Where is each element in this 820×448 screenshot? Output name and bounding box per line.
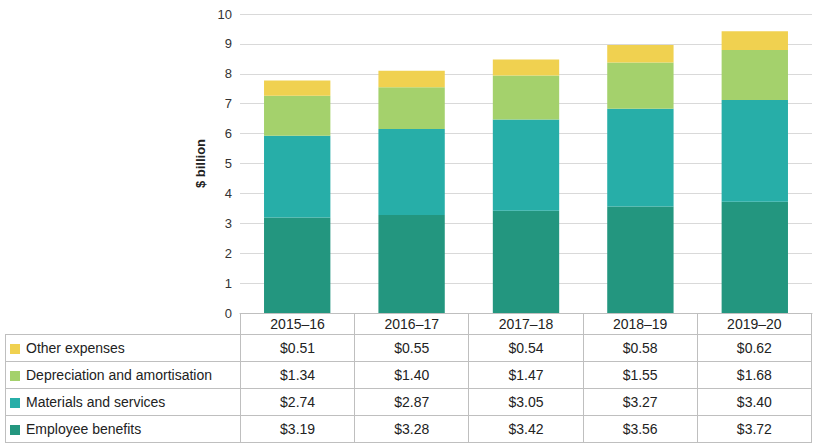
svg-text:6: 6 <box>225 126 232 141</box>
html-text:$0.62: $0.62 <box>736 340 772 356</box>
svg-text:2: 2 <box>225 246 232 261</box>
html-text:$1.55: $1.55 <box>622 367 658 383</box>
html-text:Materials and services: Materials and services <box>26 394 166 410</box>
html-text:$1.68: $1.68 <box>736 367 772 383</box>
html-text:2016–17: 2016–17 <box>384 316 439 332</box>
html-text:$3.56: $3.56 <box>622 421 658 437</box>
html-text:$0.51: $0.51 <box>280 340 316 356</box>
html-text:$1.47: $1.47 <box>508 367 544 383</box>
html-text:$3.72: $3.72 <box>736 421 772 437</box>
html-text:2017–18: 2017–18 <box>498 316 554 332</box>
svg-text:$ billion: $ billion <box>193 139 208 188</box>
html-text:$3.05: $3.05 <box>508 394 544 410</box>
html-text:$3.19: $3.19 <box>280 421 316 437</box>
svg-text:5: 5 <box>225 156 232 171</box>
html-text:$3.42: $3.42 <box>508 421 544 437</box>
svg-text:10: 10 <box>218 7 232 22</box>
svg-text:8: 8 <box>225 66 232 81</box>
html-text:$2.87: $2.87 <box>394 394 430 410</box>
svg-text:3: 3 <box>225 216 232 231</box>
html-text:$3.28: $3.28 <box>394 421 430 437</box>
html-text:$0.55: $0.55 <box>394 340 430 356</box>
html-text:Depreciation and amortisation: Depreciation and amortisation <box>26 367 212 383</box>
html-text:$2.74: $2.74 <box>280 394 316 410</box>
svg-text:7: 7 <box>225 96 232 111</box>
html-text:2018–19: 2018–19 <box>612 316 668 332</box>
html-text:2015–16: 2015–16 <box>270 316 325 332</box>
html-text:$3.27: $3.27 <box>622 394 658 410</box>
svg-text:4: 4 <box>225 186 232 201</box>
svg-text:9: 9 <box>225 36 232 51</box>
html-text:$3.40: $3.40 <box>736 394 772 410</box>
html-text:Other expenses: Other expenses <box>26 340 125 356</box>
html-text:$1.34: $1.34 <box>280 367 316 383</box>
html-text:$1.40: $1.40 <box>394 367 430 383</box>
html-text:$0.54: $0.54 <box>508 340 544 356</box>
html-text:Employee benefits: Employee benefits <box>26 421 142 437</box>
html-text:2019–20: 2019–20 <box>727 316 782 332</box>
html-text:$0.58: $0.58 <box>622 340 658 356</box>
svg-text:1: 1 <box>225 276 232 291</box>
